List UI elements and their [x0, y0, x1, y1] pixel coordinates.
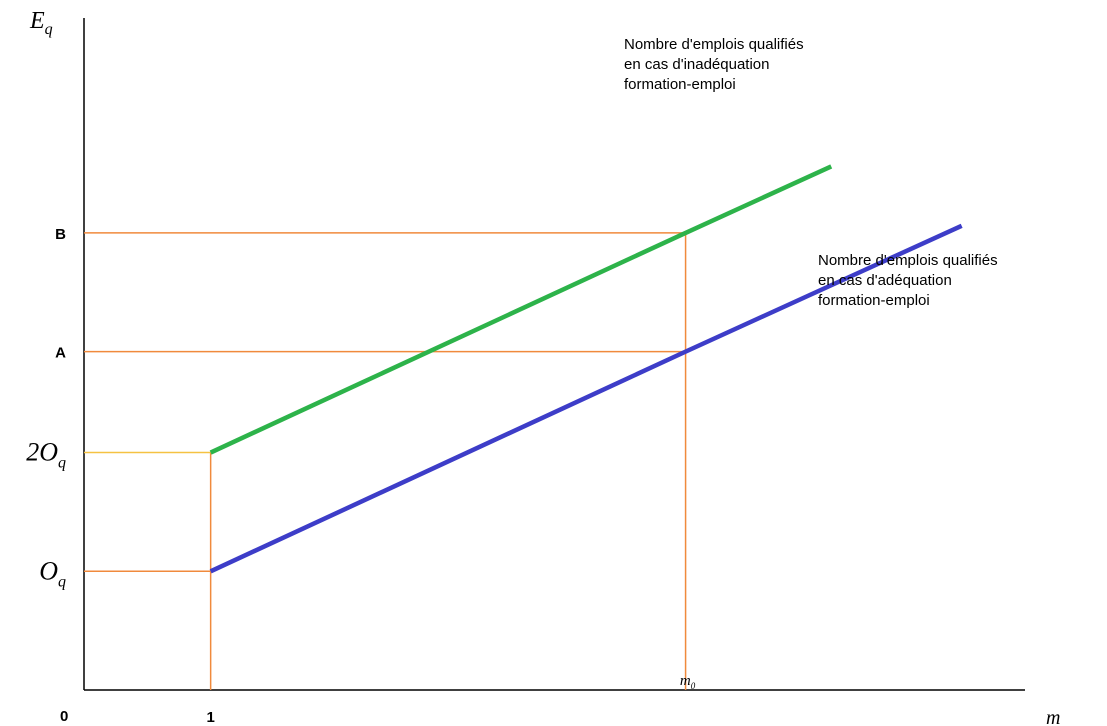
y-tick-label-1-text: 2O — [26, 438, 58, 467]
y-tick-label-0-subscript: q — [58, 573, 66, 590]
y-tick-label-1-subscript: q — [58, 455, 66, 472]
x-tick-label-1: m0 — [680, 673, 696, 691]
series-annotation-0-line-0: Nombre d'emplois qualifiés — [624, 36, 804, 53]
x-axis-label: m — [1046, 707, 1060, 726]
x-tick-label-1-text: m — [680, 673, 691, 689]
series-annotation-1-line-2: formation-emploi — [818, 292, 930, 309]
guide-lines — [84, 232, 687, 690]
series-lines — [209, 164, 963, 574]
series-annotation-1: Nombre d'emplois qualifiés en cas d'adéqu… — [818, 252, 998, 309]
series-annotation-0-line-1: en cas d'inadéquation — [624, 56, 769, 73]
y-tick-label-0: Oq — [39, 556, 66, 590]
series-annotation-1-line-0: Nombre d'emplois qualifiés — [818, 252, 998, 269]
series-annotation-0: Nombre d'emplois qualifiés en cas d'inadé… — [624, 36, 804, 93]
y-tick-label-0-text: O — [39, 556, 58, 585]
series-annotation-1-line-1: en cas d'adéquation — [818, 272, 952, 289]
y-tick-label-3: B — [55, 226, 66, 243]
y-tick-label-3-text: B — [55, 226, 66, 243]
y-axis-label: Eq — [29, 8, 53, 38]
y-axis-label-subscript: q — [45, 21, 53, 38]
series-annotations: Nombre d'emplois qualifiés en cas d'inadé… — [624, 36, 998, 309]
x-tick-label-0: 1 — [206, 709, 214, 726]
origin-label: 0 — [60, 708, 68, 725]
y-tick-label-1: 2Oq — [26, 438, 66, 472]
series-line-1 — [209, 223, 963, 574]
series-line-0 — [209, 164, 833, 455]
y-tick-label-2: A — [55, 345, 66, 362]
y-tick-label-2-text: A — [55, 345, 66, 362]
x-tick-label-1-subscript: 0 — [691, 681, 696, 691]
x-tick-label-0-text: 1 — [206, 709, 214, 726]
series-annotation-0-line-2: formation-emploi — [624, 76, 736, 93]
